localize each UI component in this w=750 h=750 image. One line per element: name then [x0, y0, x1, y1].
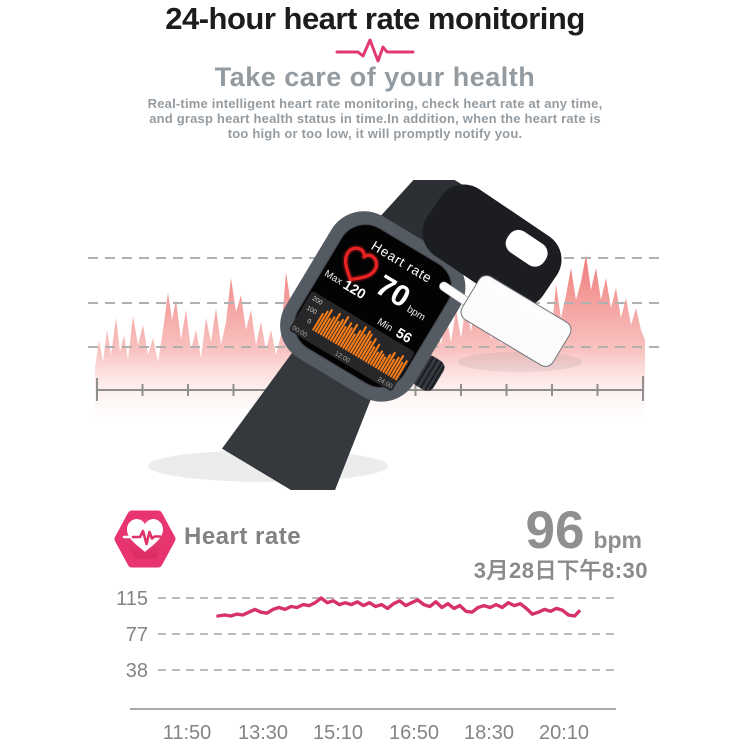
screen-bar	[394, 360, 408, 381]
summary-label: Heart rate	[184, 523, 302, 550]
page-title: 24-hour heart rate monitoring	[165, 1, 585, 36]
ytick-77: 77	[126, 624, 148, 646]
screen-bar	[349, 326, 368, 354]
summary-datetime: 3月28日下午8:30	[473, 558, 648, 583]
ecg-pulse-icon	[335, 38, 415, 63]
screen-bar	[357, 333, 373, 358]
screen-bar	[382, 351, 396, 373]
watch-strap-bottom	[221, 341, 376, 490]
watch-strap-keeper	[422, 184, 562, 308]
screen-bar	[322, 316, 336, 337]
xtick-1: 13:30	[238, 722, 288, 744]
screen-bar	[344, 333, 356, 351]
screen-ytick-100: 100	[305, 305, 318, 317]
description-line: too high or too low, it will promptly no…	[227, 126, 523, 141]
screen-bar	[384, 358, 396, 375]
screen-bar	[364, 346, 376, 363]
ytick-38: 38	[126, 660, 148, 682]
screen-bar	[324, 312, 341, 339]
screen-bar	[352, 333, 366, 355]
screen-bar	[387, 356, 400, 376]
screen-bar	[314, 310, 329, 333]
screen-ytick-0: 0	[306, 318, 313, 326]
screen-bar	[362, 338, 377, 361]
screen-bar	[367, 343, 381, 364]
hero-dashed-gridlines	[88, 257, 660, 348]
xtick-0: 11:50	[163, 722, 212, 744]
screen-bar	[319, 317, 332, 336]
watch-buckle	[460, 275, 572, 367]
heart-rate-line-series	[216, 596, 581, 618]
buckle-shadow	[458, 352, 582, 372]
screen-bar	[329, 318, 345, 342]
screen-bar	[354, 330, 372, 357]
screen-bar	[342, 323, 359, 349]
screen-bar	[374, 353, 385, 369]
summary-value: 96 bpm	[525, 500, 642, 561]
screen-bar	[359, 340, 372, 360]
screen-bar	[334, 326, 347, 345]
screen-bar	[372, 350, 384, 367]
summary-bpm-value: 96	[525, 501, 585, 560]
screen-bar	[379, 353, 392, 372]
heart-rate-badge-icon	[114, 510, 176, 568]
screen-bar	[339, 327, 353, 348]
screen-bar	[327, 320, 340, 340]
chart-x-labels: 11:50 13:30 15:10 16:50 18:30 20:10	[163, 722, 589, 744]
screen-bar	[317, 309, 333, 334]
daily-heart-rate-chart: 115 77 38 11:50 13:30 15:10 16:50 18:30 …	[116, 588, 616, 744]
page-description: Real-time intelligent heart rate monitor…	[115, 96, 635, 141]
description-line: Real-time intelligent heart rate monitor…	[147, 96, 603, 111]
screen-bar	[332, 316, 350, 343]
screen-bar-chart	[312, 309, 408, 381]
ytick-115: 115	[116, 588, 148, 610]
heart-icon	[342, 244, 380, 284]
description-line: and grasp heart health status in time.In…	[149, 111, 601, 126]
screen-bar	[369, 351, 379, 366]
screen-bar	[347, 329, 362, 352]
screen-bar	[389, 355, 405, 378]
page-subtitle: Take care of your health	[214, 62, 536, 92]
chart-dashed-gridlines	[158, 597, 616, 671]
xtick-3: 16:50	[389, 722, 439, 744]
hero-watch-graphic: Heart rate 70 bpm Max 120 Min 56 200 100…	[88, 180, 660, 490]
screen-ytick-200: 200	[311, 295, 324, 307]
summary-bpm-unit: bpm	[593, 527, 642, 553]
screen-bar	[337, 322, 353, 346]
screen-min-value: 56	[393, 324, 415, 346]
screen-bar	[377, 356, 387, 370]
xtick-4: 18:30	[464, 722, 514, 744]
xtick-5: 20:10	[539, 722, 589, 744]
xtick-2: 15:10	[313, 722, 363, 744]
screen-bar	[392, 361, 404, 379]
ecg-line-pink	[131, 529, 162, 546]
screen-bar	[312, 312, 324, 331]
